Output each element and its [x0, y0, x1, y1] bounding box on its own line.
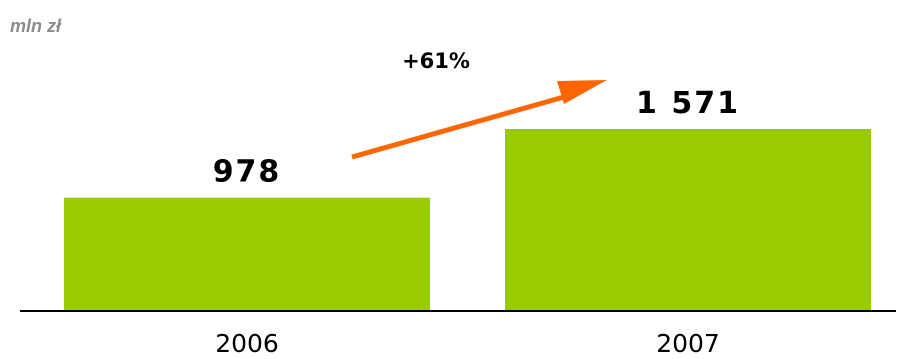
bar-2006 [64, 197, 430, 311]
growth-arrow-head [557, 80, 607, 104]
category-label-2007: 2007 [656, 329, 720, 358]
growth-arrow [351, 80, 607, 160]
category-label-2006: 2006 [215, 329, 279, 358]
growth-arrow-shaft [351, 90, 579, 160]
value-label-2006: 978 [213, 155, 282, 190]
value-label-2007: 1 571 [636, 86, 740, 121]
growth-label: +61% [402, 49, 470, 73]
unit-label: mln zł [10, 16, 62, 36]
bar-2007 [505, 129, 871, 311]
